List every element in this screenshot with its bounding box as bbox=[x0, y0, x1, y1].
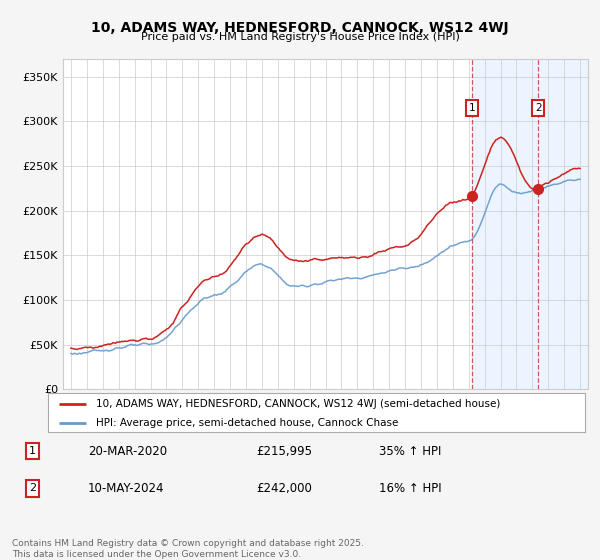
Text: HPI: Average price, semi-detached house, Cannock Chase: HPI: Average price, semi-detached house,… bbox=[97, 418, 399, 427]
Text: 10, ADAMS WAY, HEDNESFORD, CANNOCK, WS12 4WJ: 10, ADAMS WAY, HEDNESFORD, CANNOCK, WS12… bbox=[91, 21, 509, 35]
Text: 20-MAR-2020: 20-MAR-2020 bbox=[88, 445, 167, 458]
Text: 35% ↑ HPI: 35% ↑ HPI bbox=[379, 445, 441, 458]
Text: £215,995: £215,995 bbox=[256, 445, 313, 458]
Text: 10-MAY-2024: 10-MAY-2024 bbox=[88, 482, 164, 495]
Bar bbox=[472, 59, 588, 389]
Text: £242,000: £242,000 bbox=[256, 482, 313, 495]
Text: 1: 1 bbox=[469, 103, 475, 113]
Text: 10, ADAMS WAY, HEDNESFORD, CANNOCK, WS12 4WJ (semi-detached house): 10, ADAMS WAY, HEDNESFORD, CANNOCK, WS12… bbox=[97, 399, 501, 409]
Text: 16% ↑ HPI: 16% ↑ HPI bbox=[379, 482, 441, 495]
Text: 1: 1 bbox=[29, 446, 36, 456]
Text: Contains HM Land Registry data © Crown copyright and database right 2025.
This d: Contains HM Land Registry data © Crown c… bbox=[12, 539, 364, 559]
Text: Price paid vs. HM Land Registry's House Price Index (HPI): Price paid vs. HM Land Registry's House … bbox=[140, 32, 460, 43]
Text: 2: 2 bbox=[535, 103, 542, 113]
Text: 2: 2 bbox=[29, 483, 36, 493]
